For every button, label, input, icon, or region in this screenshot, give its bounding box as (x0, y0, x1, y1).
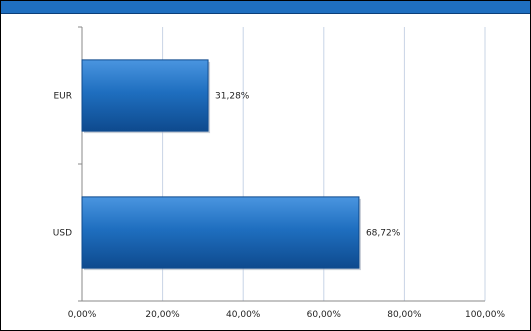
header-band (1, 1, 530, 14)
bars (81, 59, 361, 271)
labels: 0,00% 20,00% 40,00% 60,00% 80,00% 100,00% EUR 3… (53, 92, 506, 321)
data-label: 68,72% (366, 229, 401, 239)
x-tick-label: 80,00% (387, 310, 422, 320)
x-tick-label: 100,00% (465, 310, 505, 320)
x-tick-label: 60,00% (307, 310, 342, 320)
bar-usd (81, 196, 360, 269)
y-category-label: EUR (53, 92, 72, 102)
data-label: 31,28% (215, 92, 250, 102)
y-category-label: USD (53, 229, 72, 239)
x-tick-label: 20,00% (145, 310, 180, 320)
x-tick-label: 40,00% (226, 310, 261, 320)
x-tick-label: 0,00% (68, 310, 97, 320)
bar-eur (81, 59, 209, 132)
